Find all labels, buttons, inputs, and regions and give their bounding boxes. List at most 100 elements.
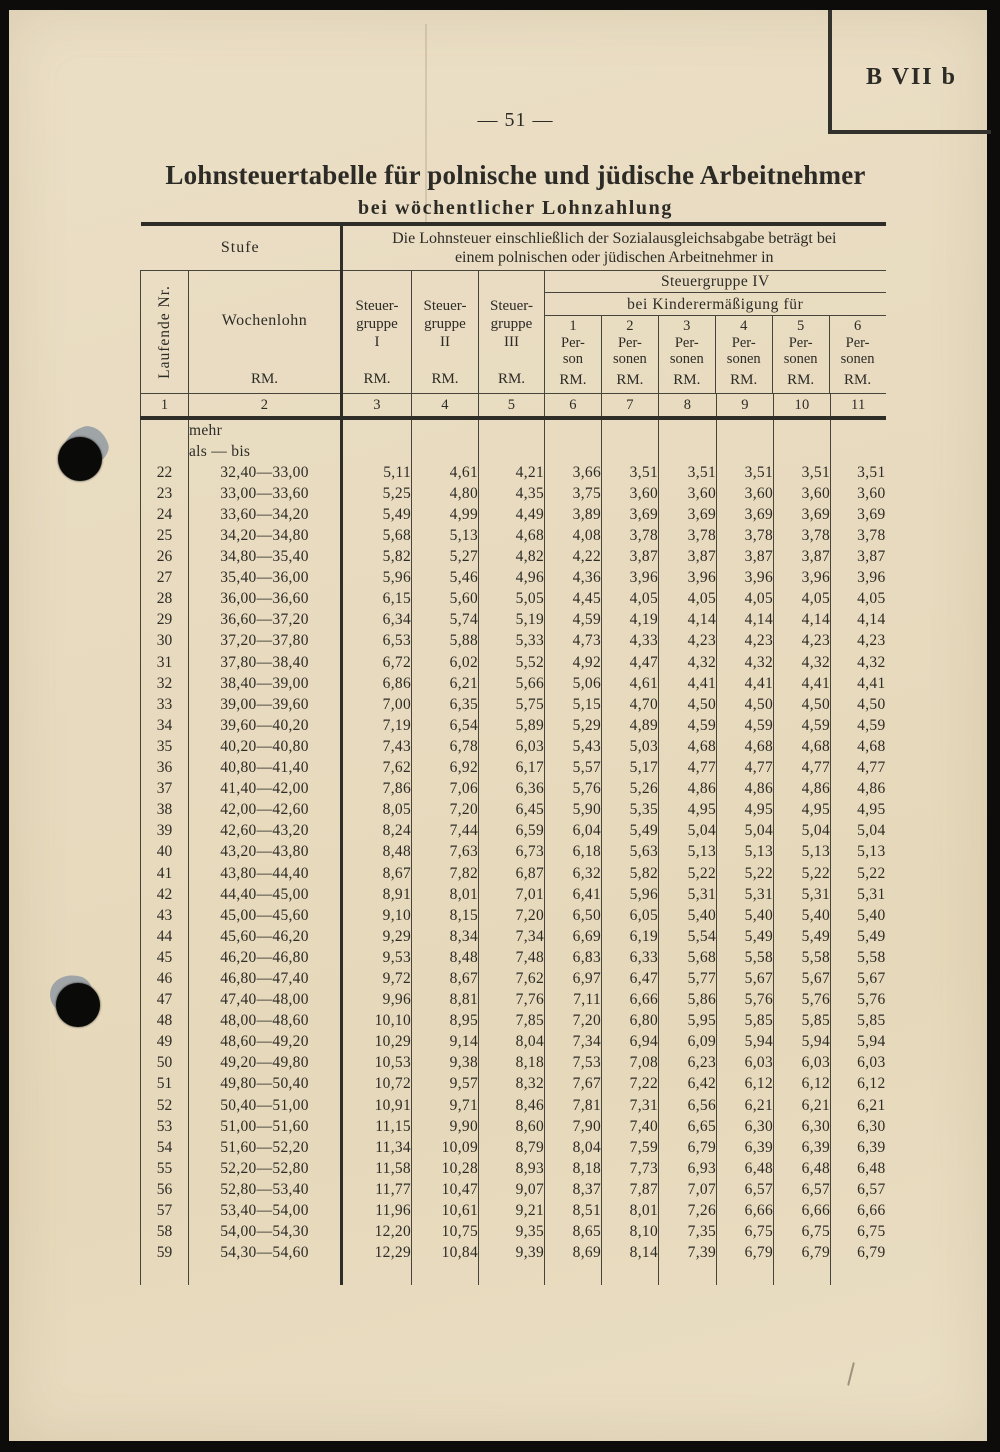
tax-value-cell: 4,23 (658, 630, 717, 653)
tax-value-cell: 6,21 (830, 1095, 886, 1117)
stub-cell (601, 1263, 659, 1285)
table-row: 33 39,00—39,60 7,00 6,35 5,75 5,15 4,70 4,50 4,5… (140, 694, 886, 716)
wage-range-cell: 35,40—36,00 (188, 567, 342, 589)
col-number: 10 (773, 393, 831, 420)
table-row: 56 52,80—53,40 11,77 10,47 9,07 8,37 7,87 7,07 6… (140, 1179, 886, 1201)
tax-value-cell: 6,97 (544, 968, 602, 990)
row-number-cell: 59 (140, 1242, 189, 1264)
tax-value-cell: 6,32 (544, 862, 602, 885)
tax-value-cell: 8,51 (544, 1200, 602, 1222)
tax-value-cell: 4,92 (544, 652, 602, 674)
tax-value-cell: 5,06 (544, 673, 602, 695)
value-cell (658, 441, 717, 463)
tax-value-cell: 4,05 (601, 588, 659, 610)
tax-value-cell: 4,59 (658, 715, 717, 737)
persons-col-3: 3 Per- sonen RM. (657, 316, 715, 393)
tax-value-cell: 6,66 (601, 989, 659, 1011)
tax-value-cell: 6,79 (658, 1137, 717, 1159)
tax-value-cell: 8,79 (478, 1137, 545, 1159)
row-number-cell: 57 (140, 1200, 189, 1222)
sg1-line: I (374, 334, 380, 350)
wage-range-cell: 53,40—54,00 (188, 1200, 342, 1222)
tax-value-cell: 5,58 (830, 947, 886, 969)
tax-value-cell: 4,32 (658, 652, 717, 674)
pre-row: mehr (140, 418, 886, 442)
steuergruppe-4-header: Steuergruppe IV bei Kinderermäßigung für… (544, 270, 886, 394)
wage-range-cell: 42,00—42,60 (188, 799, 342, 821)
laufende-nr-label: Laufende Nr. (155, 285, 173, 379)
value-cell (773, 441, 831, 463)
row-number-cell: 25 (140, 525, 189, 547)
wage-range-cell: 42,60—43,20 (188, 820, 342, 842)
tax-value-cell: 7,26 (658, 1200, 717, 1222)
tax-value-cell: 4,68 (658, 736, 717, 758)
table-row: 53 51,00—51,60 11,15 9,90 8,60 7,90 7,40 6,65 6,… (140, 1116, 886, 1138)
table-row: 50 49,20—49,80 10,53 9,38 8,18 7,53 7,08 6,23 6,… (140, 1052, 886, 1074)
tax-value-cell: 3,78 (601, 525, 659, 547)
tax-value-cell: 5,49 (830, 926, 886, 948)
table-header: Stufe Die Lohnsteuer einschließlich der … (140, 222, 886, 420)
table-row: 41 43,80—44,40 8,67 7,82 6,87 6,32 5,82 5,22 5,2… (140, 862, 886, 885)
tax-value-cell: 5,89 (478, 715, 545, 737)
tax-value-cell: 5,63 (601, 841, 659, 863)
wage-range-cell: 49,80—50,40 (188, 1073, 342, 1095)
tax-value-cell: 5,90 (544, 799, 602, 821)
tax-value-cell: 4,21 (478, 462, 545, 484)
tax-value-cell: 3,78 (773, 525, 831, 547)
row-number-cell: 31 (140, 652, 189, 674)
col-number: 3 (340, 393, 412, 420)
sg3-line: III (504, 334, 519, 350)
tax-value-cell: 10,10 (340, 1010, 412, 1032)
tax-value-cell: 6,48 (716, 1158, 774, 1180)
tax-value-cell: 7,08 (601, 1052, 659, 1074)
tax-value-cell: 6,47 (601, 968, 659, 990)
value-cell (601, 418, 659, 442)
tax-value-cell: 4,50 (658, 694, 717, 716)
tax-value-cell: 3,78 (716, 525, 774, 547)
tax-value-cell: 9,53 (340, 947, 412, 969)
page-number: — 51 — (477, 109, 554, 131)
row-number-cell: 23 (140, 483, 189, 505)
tax-value-cell: 8,46 (478, 1095, 545, 1117)
tax-value-cell: 6,33 (601, 947, 659, 969)
row-number-cell (140, 441, 189, 463)
tax-value-cell: 5,31 (830, 884, 886, 906)
value-cell (658, 418, 717, 442)
row-number-cell: 41 (140, 862, 189, 885)
tax-value-cell: 7,20 (478, 905, 545, 927)
punch-hole-bottom (56, 983, 100, 1027)
tax-value-cell: 6,66 (716, 1200, 774, 1222)
tax-value-cell: 6,30 (830, 1116, 886, 1138)
tax-value-cell: 4,14 (658, 609, 717, 631)
wage-range-cell: 33,00—33,60 (188, 483, 342, 505)
tax-value-cell: 7,11 (544, 989, 602, 1011)
tax-value-cell: 5,22 (716, 862, 774, 885)
column-number-row: 1 2 3 4 5 6 7 8 9 10 11 (140, 393, 886, 420)
tax-value-cell: 3,87 (773, 546, 831, 568)
tax-value-cell: 3,69 (716, 504, 774, 526)
tax-value-cell: 6,57 (773, 1179, 831, 1201)
tax-value-cell: 9,07 (478, 1179, 545, 1201)
stufe-header: Stufe (140, 222, 343, 271)
value-cell (411, 418, 479, 442)
table-row: 51 49,80—50,40 10,72 9,57 8,32 7,67 7,22 6,42 6,… (140, 1073, 886, 1095)
tax-value-cell: 8,67 (340, 862, 412, 885)
tax-value-cell: 5,76 (830, 989, 886, 1011)
persons-columns: 1 Per- son RM. 2 Per- sonen RM. (546, 316, 886, 393)
tax-value-cell: 6,50 (544, 905, 602, 927)
tax-value-cell: 11,96 (340, 1200, 412, 1222)
tax-value-cell: 4,50 (716, 694, 774, 716)
tax-value-cell: 7,07 (658, 1179, 717, 1201)
tax-value-cell: 6,02 (411, 652, 479, 674)
tax-value-cell: 6,23 (658, 1052, 717, 1074)
row-number-cell: 44 (140, 926, 189, 948)
value-cell (830, 441, 886, 463)
tax-value-cell: 5,68 (658, 947, 717, 969)
persons-col-6: 6 Per- sonen RM. (828, 316, 886, 393)
tax-value-cell: 11,34 (340, 1137, 412, 1159)
border-stub-row (140, 1263, 886, 1285)
tax-value-cell: 6,65 (658, 1116, 717, 1138)
tax-value-cell: 8,48 (340, 841, 412, 863)
table-row: 42 44,40—45,00 8,91 8,01 7,01 6,41 5,96 5,31 5,3… (140, 884, 886, 906)
tax-value-cell: 4,50 (773, 694, 831, 716)
